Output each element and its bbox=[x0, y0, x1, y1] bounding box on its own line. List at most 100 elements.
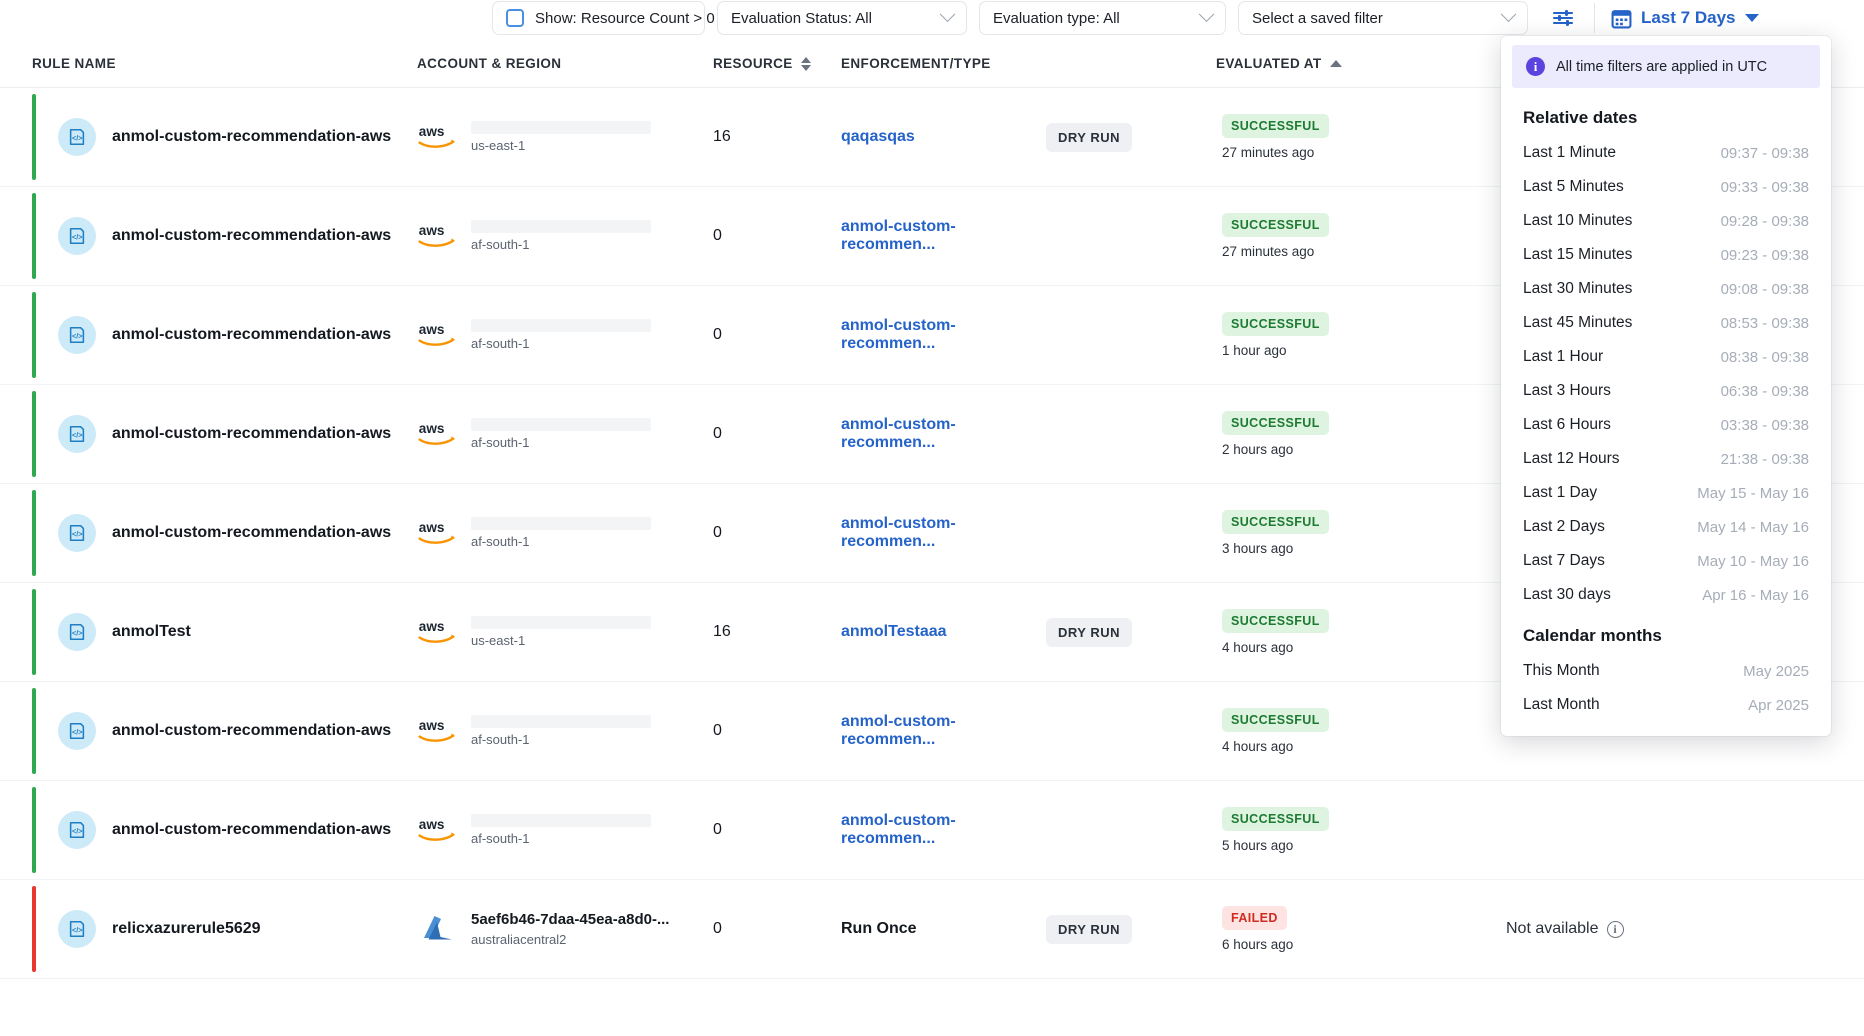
option-label: Last 15 Minutes bbox=[1523, 246, 1633, 263]
option-label: Last 2 Days bbox=[1523, 518, 1605, 535]
svg-text:</>: </> bbox=[72, 332, 83, 341]
region-text: af-south-1 bbox=[471, 831, 530, 846]
chevron-down-icon bbox=[1500, 5, 1517, 22]
resource-count-filter[interactable]: Show: Resource Count > 0 bbox=[492, 1, 715, 35]
relative-date-option-last-7-days[interactable]: Last 7 Days May 10 - May 16 bbox=[1501, 544, 1831, 578]
cell-account-region: 5aef6b46-7daa-45ea-a8d0-... australiacent… bbox=[417, 911, 713, 947]
column-header-account-region: ACCOUNT & REGION bbox=[417, 56, 713, 71]
option-label: Last 7 Days bbox=[1523, 552, 1605, 569]
info-icon[interactable]: i bbox=[1606, 920, 1624, 938]
option-label: Last 12 Hours bbox=[1523, 450, 1620, 467]
aws-logo-icon: aws bbox=[418, 322, 455, 346]
relative-date-option-last-1-day[interactable]: Last 1 Day May 15 - May 16 bbox=[1501, 476, 1831, 510]
enforcement-link[interactable]: anmol-custom-recommen... bbox=[841, 515, 956, 550]
column-header-resource[interactable]: RESOURCE bbox=[713, 56, 841, 71]
cell-rule-name: </> anmol-custom-recommendation-aws bbox=[32, 415, 417, 453]
calendar-month-option-this-month[interactable]: This Month May 2025 bbox=[1501, 654, 1831, 688]
account-id: 5aef6b46-7daa-45ea-a8d0-... bbox=[471, 911, 670, 928]
svg-text:</>: </> bbox=[72, 530, 83, 539]
enforcement-link[interactable]: anmol-custom-recommen... bbox=[841, 317, 956, 352]
relative-date-option-last-3-hours[interactable]: Last 3 Hours 06:38 - 09:38 bbox=[1501, 374, 1831, 408]
calendar-month-option-last-month[interactable]: Last Month Apr 2025 bbox=[1501, 688, 1831, 722]
cloud-provider-icon: aws bbox=[417, 517, 459, 549]
enforcement-link[interactable]: anmol-custom-recommen... bbox=[841, 812, 956, 847]
option-value: 08:53 - 09:38 bbox=[1720, 314, 1809, 332]
checkbox-icon[interactable] bbox=[506, 9, 524, 27]
cell-resource-count: 16 bbox=[713, 128, 731, 145]
option-label: Last 5 Minutes bbox=[1523, 178, 1624, 195]
table-row[interactable]: </> anmol-custom-recommendation-aws aws af-… bbox=[0, 781, 1864, 880]
rule-avatar-icon: </> bbox=[58, 712, 96, 750]
evaluation-status-select[interactable]: Evaluation Status: All bbox=[717, 1, 967, 35]
evaluated-ago-text: 2 hours ago bbox=[1222, 442, 1294, 457]
rule-name-text: anmol-custom-recommendation-aws bbox=[112, 326, 392, 343]
aws-logo-icon: aws bbox=[418, 223, 455, 247]
cell-enforcement-type: anmol-custom-recommen... bbox=[841, 317, 1216, 353]
column-header-enforcement-type: ENFORCEMENT/TYPE bbox=[841, 56, 1216, 71]
option-label: Last 1 Minute bbox=[1523, 144, 1617, 161]
enforcement-text: Run Once bbox=[841, 920, 917, 937]
sliders-icon bbox=[1552, 10, 1574, 26]
enforcement-link[interactable]: anmol-custom-recommen... bbox=[841, 218, 956, 253]
cell-account-region: aws us-east-1 bbox=[417, 121, 713, 153]
svg-text:aws: aws bbox=[419, 421, 445, 436]
evaluation-status-value: Evaluation Status: All bbox=[731, 9, 872, 27]
sort-both-icon[interactable] bbox=[800, 56, 811, 71]
relative-date-option-last-2-days[interactable]: Last 2 Days May 14 - May 16 bbox=[1501, 510, 1831, 544]
relative-date-option-last-6-hours[interactable]: Last 6 Hours 03:38 - 09:38 bbox=[1501, 408, 1831, 442]
date-range-button[interactable]: Last 7 Days bbox=[1605, 1, 1765, 35]
cell-rule-name: </> anmol-custom-recommendation-aws bbox=[32, 217, 417, 255]
relative-date-option-last-30-days[interactable]: Last 30 days Apr 16 - May 16 bbox=[1501, 578, 1831, 612]
option-label: Last 30 Minutes bbox=[1523, 280, 1633, 297]
option-label: Last 6 Hours bbox=[1523, 416, 1611, 433]
relative-date-option-last-45-minutes[interactable]: Last 45 Minutes 08:53 - 09:38 bbox=[1501, 306, 1831, 340]
date-range-label: Last 7 Days bbox=[1641, 8, 1736, 27]
saved-filter-select[interactable]: Select a saved filter bbox=[1238, 1, 1528, 35]
relative-date-option-last-5-minutes[interactable]: Last 5 Minutes 09:33 - 09:38 bbox=[1501, 170, 1831, 204]
sort-ascending-icon[interactable] bbox=[1329, 60, 1342, 67]
enforcement-link[interactable]: anmol-custom-recommen... bbox=[841, 713, 956, 748]
svg-text:aws: aws bbox=[419, 718, 445, 733]
cell-account-region: aws af-south-1 bbox=[417, 319, 713, 351]
advanced-filters-button[interactable] bbox=[1540, 1, 1586, 35]
svg-text:</>: </> bbox=[72, 134, 83, 143]
aws-logo-icon: aws bbox=[418, 421, 455, 445]
column-label: RESOURCE bbox=[713, 56, 793, 71]
rule-code-icon: </> bbox=[69, 128, 85, 146]
relative-date-option-last-10-minutes[interactable]: Last 10 Minutes 09:28 - 09:38 bbox=[1501, 204, 1831, 238]
aws-logo-icon: aws bbox=[418, 718, 455, 742]
svg-text:</>: </> bbox=[72, 431, 83, 440]
relative-date-option-last-1-hour[interactable]: Last 1 Hour 08:38 - 09:38 bbox=[1501, 340, 1831, 374]
svg-text:</>: </> bbox=[72, 728, 83, 737]
cell-rule-name: </> anmol-custom-recommendation-aws bbox=[32, 514, 417, 552]
rule-name-text: anmol-custom-recommendation-aws bbox=[112, 128, 392, 145]
relative-date-option-last-12-hours[interactable]: Last 12 Hours 21:38 - 09:38 bbox=[1501, 442, 1831, 476]
cell-enforcement-type: anmol-custom-recommen... bbox=[841, 812, 1216, 848]
relative-date-option-last-1-minute[interactable]: Last 1 Minute 09:37 - 09:38 bbox=[1501, 136, 1831, 170]
cloud-provider-icon: aws bbox=[417, 814, 459, 846]
evaluated-ago-text: 3 hours ago bbox=[1222, 541, 1294, 556]
enforcement-link[interactable]: anmolTestaaa bbox=[841, 623, 947, 640]
evaluation-type-select[interactable]: Evaluation type: All bbox=[979, 1, 1226, 35]
rule-name-text: anmolTest bbox=[112, 623, 191, 640]
evaluation-type-value: Evaluation type: All bbox=[993, 9, 1120, 27]
cell-evaluated-at: SUCCESSFUL 2 hours ago bbox=[1216, 411, 1506, 457]
status-badge: SUCCESSFUL bbox=[1222, 213, 1329, 237]
rule-code-icon: </> bbox=[69, 425, 85, 443]
cell-rule-name: </> anmol-custom-recommendation-aws bbox=[32, 811, 417, 849]
enforcement-link[interactable]: anmol-custom-recommen... bbox=[841, 416, 956, 451]
svg-text:aws: aws bbox=[419, 817, 445, 832]
column-header-rule-name: RULE NAME bbox=[32, 56, 417, 71]
option-label: Last 3 Hours bbox=[1523, 382, 1611, 399]
cell-enforcement-type: anmol-custom-recommen... bbox=[841, 713, 1216, 749]
enforcement-link[interactable]: qaqasqas bbox=[841, 128, 915, 145]
relative-date-option-last-30-minutes[interactable]: Last 30 Minutes 09:08 - 09:38 bbox=[1501, 272, 1831, 306]
chevron-down-icon bbox=[1198, 5, 1215, 22]
option-label: Last 30 days bbox=[1523, 586, 1611, 603]
column-header-evaluated-at[interactable]: EVALUATED AT bbox=[1216, 56, 1506, 71]
azure-logo-icon bbox=[424, 916, 452, 940]
option-value: 09:23 - 09:38 bbox=[1720, 246, 1809, 264]
relative-date-option-last-15-minutes[interactable]: Last 15 Minutes 09:23 - 09:38 bbox=[1501, 238, 1831, 272]
table-row[interactable]: </> relicxazurerule5629 5aef6b46-7daa-45ea… bbox=[0, 880, 1864, 979]
cell-account-region: aws af-south-1 bbox=[417, 517, 713, 549]
